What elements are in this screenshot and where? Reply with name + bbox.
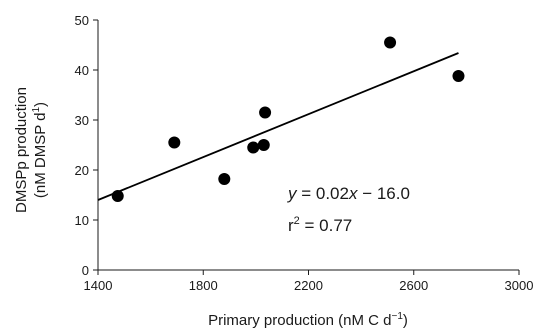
data-point bbox=[247, 141, 260, 154]
data-point bbox=[218, 173, 231, 185]
x-tick-label: 1800 bbox=[189, 278, 218, 293]
x-tick-label: 1400 bbox=[84, 278, 113, 293]
y-tick-label: 0 bbox=[82, 263, 89, 278]
y-tick-label: 10 bbox=[75, 213, 89, 228]
x-tick-label: 2200 bbox=[294, 278, 323, 293]
x-tick-label: 2600 bbox=[399, 278, 428, 293]
data-point bbox=[384, 36, 397, 49]
data-point bbox=[111, 190, 124, 202]
x-axis-title: Primary production (nM C d−1) bbox=[208, 311, 408, 329]
x-tick-label: 3000 bbox=[505, 278, 534, 293]
data-points bbox=[111, 36, 465, 202]
y-tick-label: 40 bbox=[75, 63, 89, 78]
r-squared-label: r2 = 0.77 bbox=[288, 215, 352, 235]
y-tick-label: 20 bbox=[75, 163, 89, 178]
data-point bbox=[257, 139, 270, 151]
data-point bbox=[452, 70, 465, 82]
regression-line bbox=[97, 52, 459, 201]
data-point bbox=[168, 136, 181, 149]
regression-equation: y = 0.02x − 16.0 bbox=[287, 184, 410, 203]
data-point bbox=[259, 106, 272, 119]
y-axis-title-line1: DMSPp production bbox=[13, 87, 30, 213]
y-axis-title-line2: (nM DMSP d1) bbox=[31, 102, 49, 198]
regression-line-group bbox=[97, 52, 459, 201]
y-tick-label: 30 bbox=[75, 113, 89, 128]
y-tick-label: 50 bbox=[75, 13, 89, 28]
ticks: 1400 1800 2200 2600 3000 0 10 20 30 40 50 bbox=[75, 13, 534, 293]
